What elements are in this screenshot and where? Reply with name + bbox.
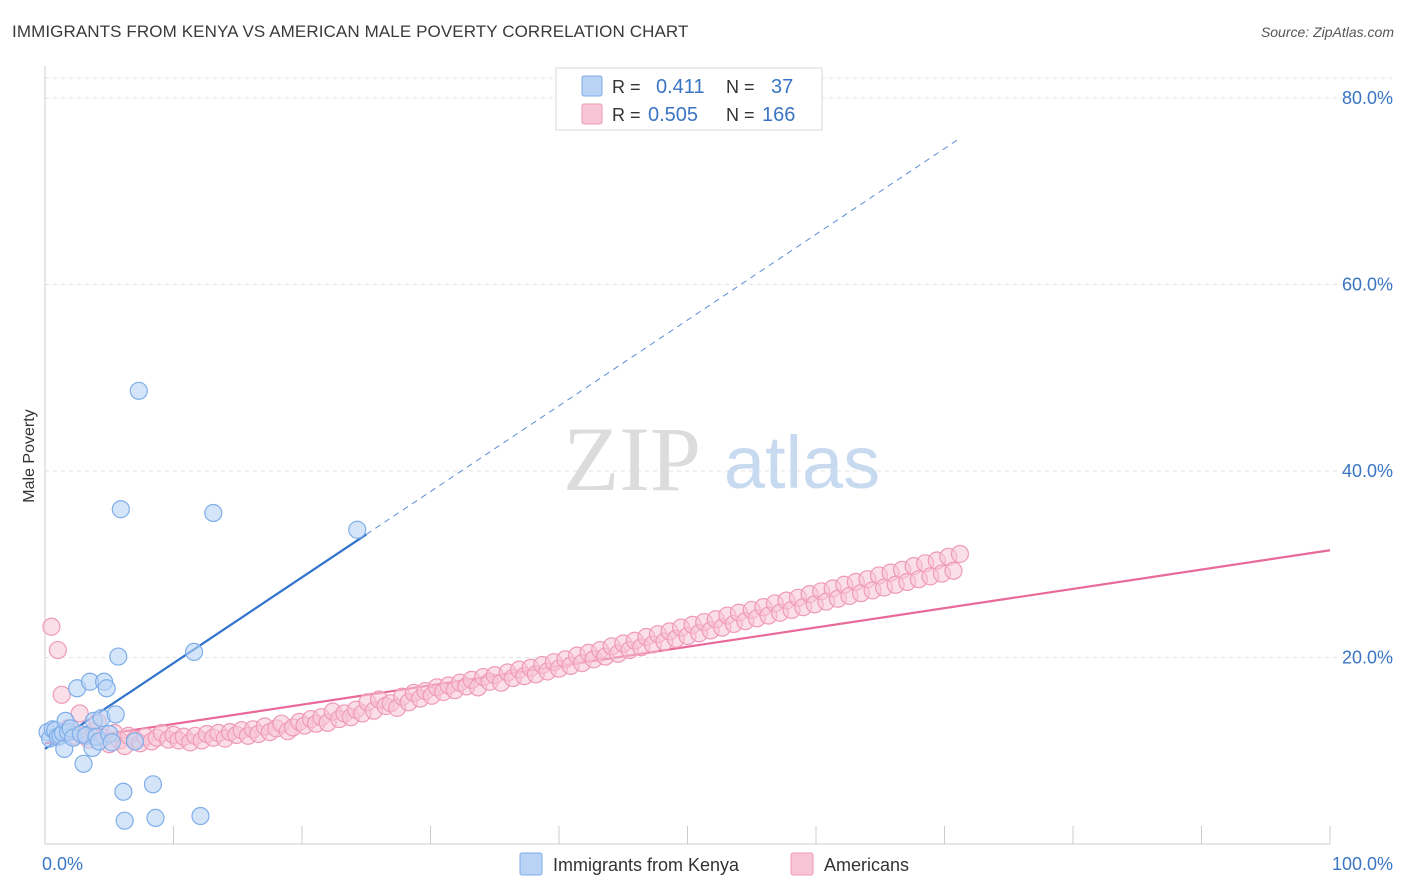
kenya-point-29 xyxy=(114,782,133,801)
americans-point-158 xyxy=(944,561,963,580)
legend-r-label-kenya: R = xyxy=(612,77,641,97)
legend-swatch-kenya xyxy=(581,75,603,97)
kenya-point-37 xyxy=(204,503,223,523)
kenya-point-14 xyxy=(74,754,93,773)
y-tick-label-80: 80.0% xyxy=(1342,88,1393,108)
kenya-point-27 xyxy=(109,647,128,666)
y-tick-label-60: 60.0% xyxy=(1342,275,1393,295)
americans-point-1 xyxy=(48,640,67,660)
kenya-point-32 xyxy=(129,381,148,400)
bottom-legend-swatch-americans xyxy=(790,852,814,876)
kenya-point-28 xyxy=(111,500,130,519)
y-tick-label-40: 40.0% xyxy=(1342,461,1393,481)
source-label: Source: ZipAtlas.com xyxy=(1260,24,1394,40)
americans-trend-line xyxy=(44,549,1331,745)
y-axis-label: Male Poverty xyxy=(21,409,38,502)
kenya-points xyxy=(38,381,367,830)
americans-point-2 xyxy=(52,685,71,704)
watermark-atlas: atlas xyxy=(724,421,880,504)
correlation-legend: R = 0.411 N = 37 R = 0.505 N = 166 xyxy=(555,67,823,131)
watermark-zip: ZIP xyxy=(563,408,701,510)
americans-points xyxy=(42,544,970,756)
legend-n-label-americans: N = xyxy=(726,105,755,125)
kenya-point-31 xyxy=(125,732,145,751)
bottom-legend: Immigrants from Kenya Americans xyxy=(519,852,909,876)
bottom-legend-label-kenya: Immigrants from Kenya xyxy=(553,855,740,875)
kenya-point-23 xyxy=(97,679,116,698)
legend-n-label-kenya: N = xyxy=(726,77,755,97)
legend-r-value-americans: 0.505 xyxy=(648,104,698,126)
kenya-point-35 xyxy=(184,642,204,662)
tick-labels: 20.0% 40.0% 60.0% 80.0% 0.0% 100.0% xyxy=(42,88,1393,874)
legend-n-value-americans: 166 xyxy=(762,104,795,126)
legend-r-label-americans: R = xyxy=(612,105,641,125)
kenya-point-33 xyxy=(143,775,163,794)
americans-point-5 xyxy=(70,704,89,723)
kenya-trend-extension xyxy=(365,139,958,535)
kenya-point-25 xyxy=(102,733,121,752)
chart-title: IMMIGRANTS FROM KENYA VS AMERICAN MALE P… xyxy=(12,22,689,41)
kenya-point-38 xyxy=(348,520,367,539)
bottom-legend-label-americans: Americans xyxy=(824,855,909,875)
kenya-point-36 xyxy=(191,806,210,826)
americans-point-0 xyxy=(42,617,61,636)
kenya-point-34 xyxy=(146,808,165,827)
americans-point-159 xyxy=(950,544,970,564)
legend-swatch-americans xyxy=(581,103,603,125)
x-tick-label-min: 0.0% xyxy=(42,854,83,874)
y-tick-label-20: 20.0% xyxy=(1342,648,1393,668)
kenya-point-26 xyxy=(106,705,125,724)
legend-r-value-kenya: 0.411 xyxy=(656,76,705,98)
axes xyxy=(44,66,1331,845)
legend-n-value-kenya: 37 xyxy=(771,76,793,98)
x-tick-label-max: 100.0% xyxy=(1332,854,1393,874)
kenya-point-30 xyxy=(115,811,134,830)
bottom-legend-swatch-kenya xyxy=(519,852,543,876)
